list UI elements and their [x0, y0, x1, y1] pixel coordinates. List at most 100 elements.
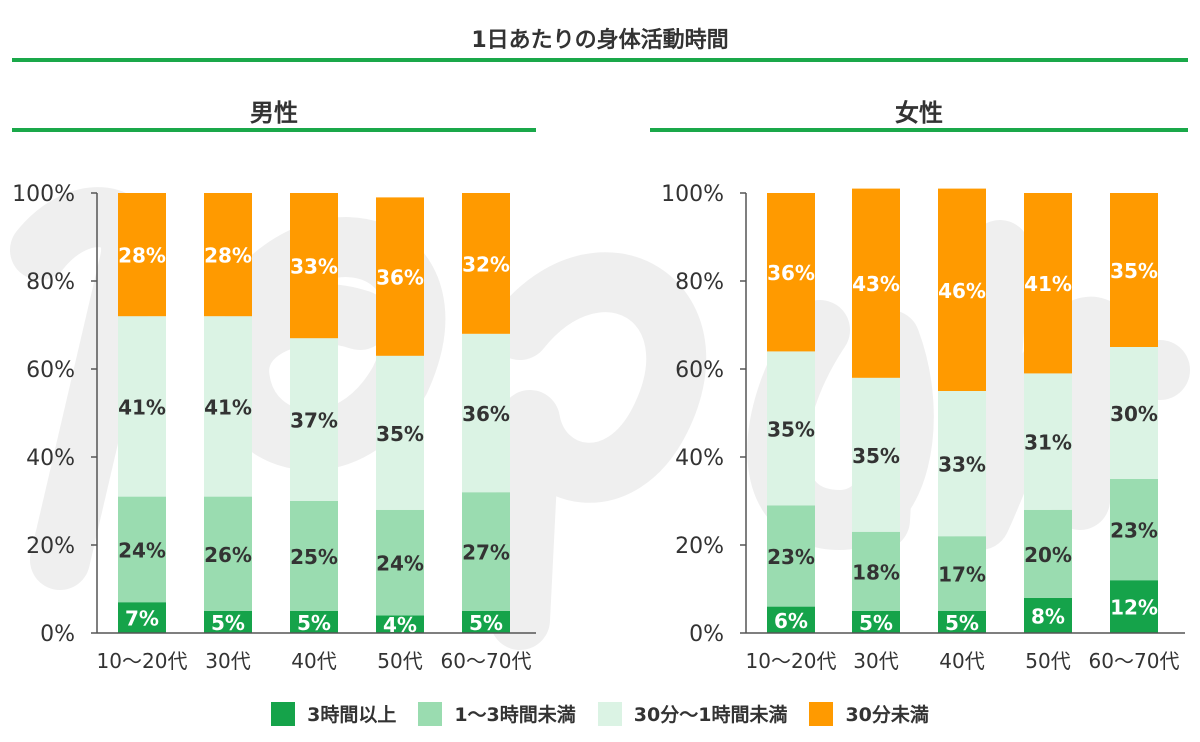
legend: 3時間以上 1〜3時間未満 30分〜1時間未満 30分未満: [0, 700, 1200, 727]
legend-label: 1〜3時間未満: [454, 704, 576, 726]
y-tick-label: 40%: [26, 446, 75, 471]
bar-segment-3h-plus: [462, 611, 510, 633]
bar-segment-30m-1h: [938, 391, 986, 537]
data-label: 41%: [118, 395, 166, 419]
y-tick-label: 60%: [26, 358, 75, 383]
y-tick-label: 100%: [661, 182, 724, 207]
bar-segment-3h-plus: [204, 611, 252, 633]
y-tick-label: 40%: [675, 446, 724, 471]
bar-segment-30m-1h: [767, 351, 815, 506]
bar-segment-under-30m: [204, 193, 252, 317]
data-label: 12%: [1110, 596, 1158, 620]
bar-segment-under-30m: [462, 193, 510, 334]
data-label: 26%: [204, 543, 252, 567]
bar-segment-1-3h: [767, 505, 815, 607]
bar-segment-under-30m: [118, 193, 166, 317]
bar-segment-3h-plus: [1024, 597, 1072, 633]
data-label: 8%: [1031, 604, 1065, 628]
data-label: 27%: [462, 541, 510, 565]
x-tick-label: 60〜70代: [441, 649, 532, 673]
data-label: 32%: [462, 252, 510, 276]
data-label: 31%: [1024, 431, 1072, 455]
data-label: 18%: [852, 560, 900, 584]
data-label: 5%: [211, 611, 245, 635]
bar-segment-30m-1h: [118, 316, 166, 497]
bar-segment-3h-plus: [852, 611, 900, 633]
title-rule: [12, 58, 1188, 62]
legend-item-under-30m: 30分未満: [809, 700, 929, 727]
bar-segment-3h-plus: [290, 611, 338, 633]
watermark-stroke: [209, 217, 446, 471]
bar-segment-under-30m: [767, 193, 815, 352]
bar-segment-3h-plus: [767, 606, 815, 633]
data-label: 20%: [1024, 543, 1072, 567]
chart-title: 1日あたりの身体活動時間: [471, 28, 729, 53]
y-tick-label: 20%: [675, 534, 724, 559]
male-rule: [12, 128, 536, 132]
bar-segment-30m-1h: [1024, 373, 1072, 510]
bar-segment-1-3h: [938, 536, 986, 611]
data-label: 35%: [376, 422, 424, 446]
data-label: 41%: [204, 395, 252, 419]
data-label: 6%: [774, 609, 808, 633]
bar-segment-30m-1h: [204, 316, 252, 497]
legend-item-1-3h: 1〜3時間未満: [418, 700, 576, 727]
legend-label: 3時間以上: [307, 704, 397, 726]
female-rule: [650, 128, 1188, 132]
y-tick-label: 80%: [675, 270, 724, 295]
bar-segment-3h-plus: [376, 615, 424, 633]
x-tick-label: 30代: [853, 649, 898, 673]
watermark-stroke: [490, 252, 707, 650]
bar-segment-1-3h: [462, 492, 510, 611]
data-label: 5%: [469, 611, 503, 635]
bar-segment-under-30m: [1110, 193, 1158, 347]
x-tick-label: 50代: [377, 649, 422, 673]
panel-title-female: 女性: [895, 99, 943, 127]
data-label: 7%: [125, 607, 159, 631]
legend-label: 30分〜1時間未満: [633, 704, 788, 726]
y-tick-label: 80%: [26, 270, 75, 295]
x-tick-label: 40代: [939, 649, 984, 673]
data-label: 24%: [376, 552, 424, 576]
legend-item-30m-1h: 30分〜1時間未満: [597, 700, 788, 727]
chart-male: 0% 20% 40% 60% 80% 100% 7% 24% 41% 28% 10〜20代 5% 26%…: [12, 182, 536, 673]
data-label: 33%: [938, 453, 986, 477]
legend-swatch: [597, 701, 622, 726]
bar-segment-3h-plus: [118, 602, 166, 633]
bar-segment-30m-1h: [290, 338, 338, 501]
data-label: 17%: [938, 563, 986, 587]
data-label: 41%: [1024, 272, 1072, 296]
data-label: 33%: [290, 255, 338, 279]
panel-title-male: 男性: [250, 99, 298, 127]
data-label: 24%: [118, 538, 166, 562]
bar-segment-3h-plus: [938, 611, 986, 633]
data-label: 36%: [376, 266, 424, 290]
data-label: 5%: [297, 611, 331, 635]
bar-segment-under-30m: [290, 193, 338, 339]
data-label: 28%: [118, 244, 166, 268]
legend-swatch: [271, 701, 296, 726]
data-label: 43%: [852, 272, 900, 296]
data-label: 28%: [204, 244, 252, 268]
x-tick-label: 60〜70代: [1089, 649, 1180, 673]
bar-segment-under-30m: [376, 197, 424, 356]
y-tick-label: 20%: [26, 534, 75, 559]
data-label: 5%: [859, 611, 893, 635]
watermark-stroke: [10, 187, 161, 590]
data-label: 23%: [1110, 519, 1158, 543]
bar-segment-30m-1h: [462, 333, 510, 493]
y-tick-label: 60%: [675, 358, 724, 383]
data-label: 5%: [945, 611, 979, 635]
x-tick-label: 10〜20代: [746, 649, 837, 673]
data-label: 35%: [852, 444, 900, 468]
data-label: 35%: [767, 417, 815, 441]
legend-swatch: [809, 701, 834, 726]
bar-segment-1-3h: [290, 501, 338, 611]
bar-segment-1-3h: [204, 496, 252, 611]
chart-female: 0% 20% 40% 60% 80% 100% 6% 23% 35% 36% 10〜20代 5% 18%…: [661, 182, 1185, 673]
data-label: 35%: [1110, 259, 1158, 283]
bar-segment-under-30m: [852, 188, 900, 378]
data-label: 36%: [462, 402, 510, 426]
bar-segment-1-3h: [118, 496, 166, 603]
x-tick-label: 40代: [291, 649, 336, 673]
